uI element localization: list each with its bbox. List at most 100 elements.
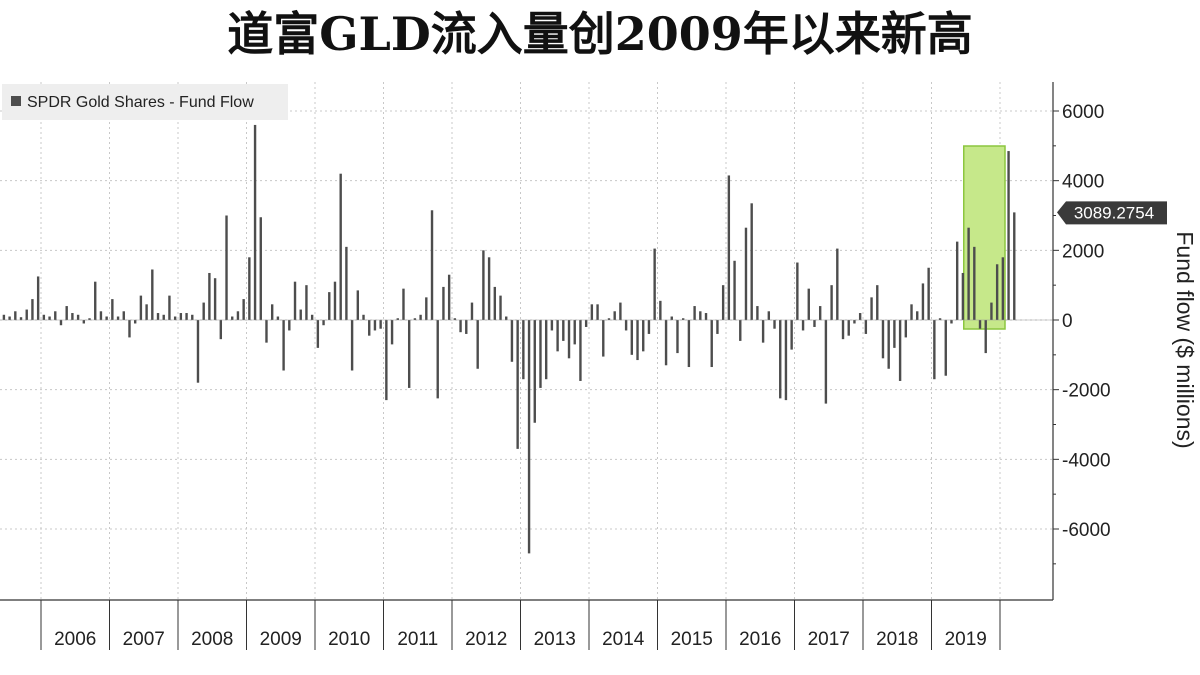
bar [385,320,388,401]
bar [858,313,862,320]
bar [933,320,936,380]
bar [430,210,434,320]
bar [82,320,86,324]
bar [185,313,188,320]
bar [721,285,725,320]
bar [88,318,91,320]
x-tick-label: 2009 [260,629,302,650]
bar [1001,257,1005,320]
bar [584,320,588,327]
chart-title: 道富GLD流入量创2009年以来新高 [227,7,973,61]
bar [636,320,639,361]
bar [499,295,502,320]
bar [796,262,799,320]
bar [710,320,713,368]
bar [310,314,314,320]
bar [179,313,183,320]
bar [950,320,953,324]
bar [156,313,160,320]
bar [642,320,645,352]
bar [881,320,885,359]
bar [876,285,879,320]
bar [276,316,280,320]
bar [801,320,805,331]
x-tick-label: 2015 [671,629,713,650]
bar [916,311,919,320]
bar [339,173,342,320]
bar [128,320,131,338]
bar [967,227,970,320]
bar [71,313,74,320]
y-tick-label: 4000 [1062,172,1104,193]
bar [750,203,753,320]
bar [961,272,965,320]
bar [328,292,331,320]
bar [813,320,816,327]
bar [111,299,114,320]
bar [282,320,285,371]
bar [436,320,439,399]
bar [784,320,788,401]
bar [350,320,354,371]
bar [619,302,622,320]
bar [407,320,411,388]
bar [927,267,930,320]
bar [54,311,57,320]
bar [442,286,445,320]
bar [505,316,508,320]
bar [995,264,999,320]
legend-label: SPDR Gold Shares - Fund Flow [27,94,254,111]
bar [756,306,759,320]
x-tick-label: 2012 [465,629,507,650]
bar [48,316,51,320]
bar [265,320,268,343]
bar [459,320,462,333]
bar [493,286,497,320]
bar [596,304,599,320]
bar [105,316,108,320]
bar [59,320,63,326]
bar [453,318,457,320]
bar [379,320,382,329]
bar [567,320,571,359]
x-tick-label: 2019 [945,629,987,650]
bar [704,313,708,320]
bar [151,269,154,320]
bar [231,316,234,320]
bar [390,320,394,345]
bar [527,320,531,554]
bar [579,320,582,381]
x-tick-label: 2010 [328,629,370,650]
latest-value-label: 3089.2754 [1074,203,1154,222]
bar [133,320,137,324]
bar [676,320,679,354]
bar [847,320,850,336]
bar [213,278,217,320]
bar [727,175,731,320]
bar [893,320,896,348]
bar [1013,212,1016,320]
bar [898,320,902,381]
bar [716,320,719,334]
bar [904,320,908,338]
y-tick-label: 0 [1062,311,1073,332]
bar [162,314,165,320]
bar [864,320,868,334]
bar [14,311,17,320]
bar [316,320,320,348]
bar [31,299,34,320]
bar [944,320,947,376]
bar [544,320,548,380]
bar [345,246,348,320]
bar [99,311,103,320]
bar [8,316,11,320]
bar [219,320,223,340]
bar [419,314,422,320]
bar [288,320,291,331]
bar [836,248,839,320]
bar [25,309,28,320]
bar [973,246,976,320]
bar [630,320,634,355]
bar [664,320,668,366]
y-tick-label: -2000 [1062,381,1111,402]
